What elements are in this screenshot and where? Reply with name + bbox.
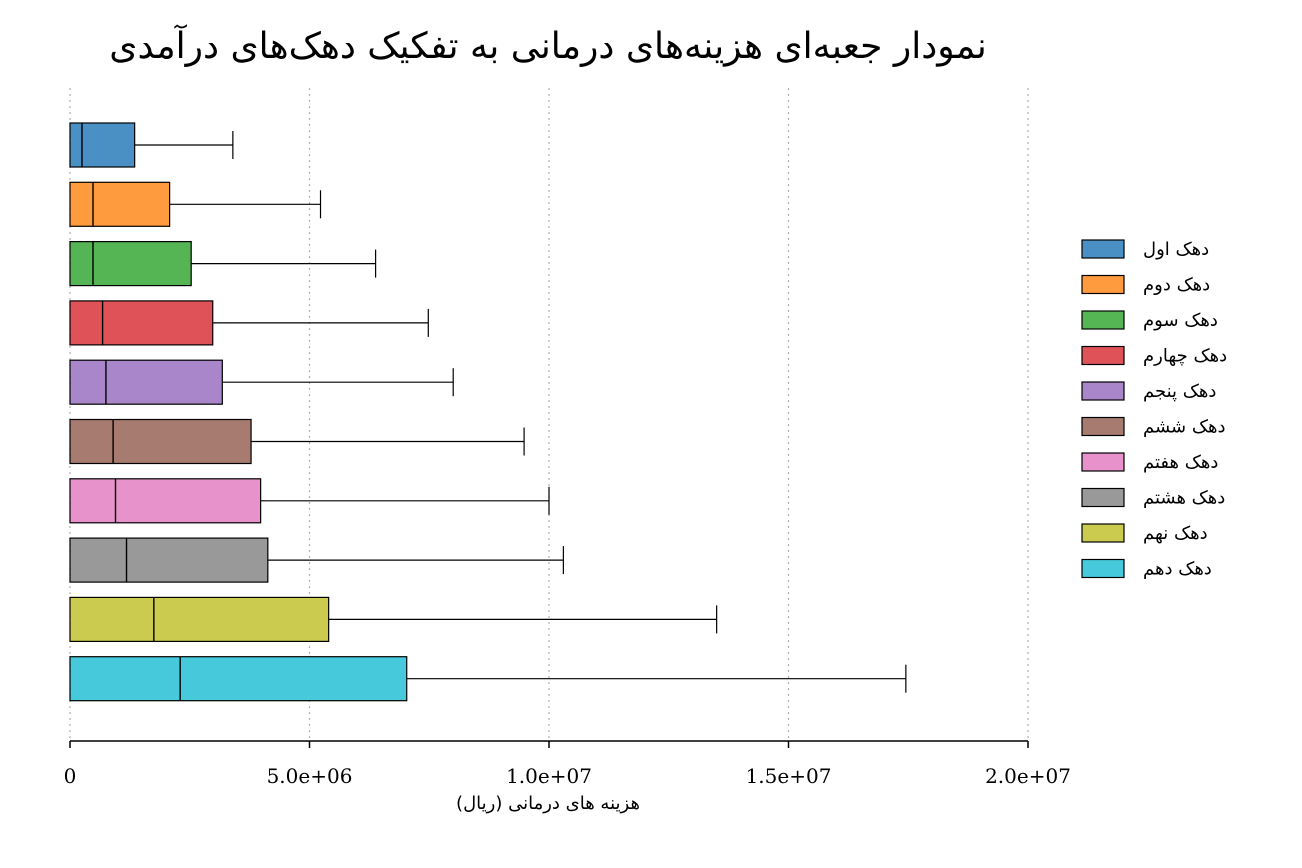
box-iqr (69, 596, 330, 643)
box-iqr (69, 122, 136, 168)
box-7 (69, 478, 550, 524)
legend-label: دهک هشتم (1143, 488, 1225, 509)
box-iqr (69, 241, 192, 287)
legend-item: دهک دهم (1081, 558, 1212, 580)
box-iqr (69, 537, 269, 583)
chart-title: نمودار جعبه‌ای هزینه‌های درمانی به تفکیک… (109, 23, 986, 67)
box-4 (69, 300, 429, 346)
legend-swatch (1081, 416, 1125, 437)
legend-label: دهک نهم (1143, 523, 1208, 544)
legend-swatch (1081, 239, 1125, 259)
legend-swatch (1081, 452, 1125, 472)
legend-label: دهک اول (1143, 239, 1209, 260)
legend-label: دهک دوم (1143, 275, 1210, 296)
x-axis: 0 5.0e+06 1.0e+07 1.5e+07 2.0e+07 (64, 740, 1071, 788)
x-tick-label: 1.0e+07 (506, 764, 592, 788)
x-tick-label: 5.0e+06 (267, 764, 353, 788)
box-iqr (69, 181, 171, 227)
box-2 (69, 181, 322, 227)
box-iqr (69, 418, 252, 465)
legend-label: دهک دهم (1143, 559, 1212, 580)
legend-swatch (1081, 310, 1125, 330)
grid-lines (69, 88, 1029, 741)
legend-item: دهک هشتم (1081, 487, 1225, 509)
box-iqr (69, 300, 214, 346)
box-9 (69, 596, 718, 643)
legend-label: دهک هفتم (1143, 452, 1218, 473)
legend-swatch (1081, 487, 1125, 508)
legend-label: دهک ششم (1143, 417, 1225, 438)
legend: دهک اول دهک دوم دهک سوم دهک چهارم دهک پنجم ده… (1081, 239, 1227, 580)
legend-swatch (1081, 523, 1125, 543)
legend-item: دهک ششم (1081, 416, 1225, 438)
box-plot-series (69, 122, 907, 702)
legend-swatch (1081, 381, 1125, 401)
x-tick-label: 2.0e+07 (985, 764, 1071, 788)
legend-swatch (1081, 274, 1125, 295)
box-iqr (69, 359, 223, 405)
legend-item: دهک سوم (1081, 310, 1218, 331)
legend-item: دهک دوم (1081, 274, 1210, 296)
legend-item: دهک هفتم (1081, 452, 1218, 473)
legend-label: دهک چهارم (1143, 346, 1227, 367)
x-tick-label: 1.5e+07 (746, 764, 832, 788)
box-5 (69, 359, 454, 405)
box-10 (69, 656, 907, 702)
legend-swatch (1081, 345, 1125, 366)
legend-swatch (1081, 558, 1125, 579)
legend-item: دهک پنجم (1081, 381, 1216, 402)
box-iqr (69, 656, 408, 702)
legend-label: دهک سوم (1143, 310, 1218, 331)
box-8 (69, 537, 564, 583)
legend-item: دهک نهم (1081, 523, 1208, 544)
box-iqr (69, 478, 262, 524)
x-axis-label: هزینه های درمانی (ریال) (456, 793, 640, 814)
x-tick-label: 0 (64, 764, 77, 788)
legend-item: دهک اول (1081, 239, 1209, 260)
legend-label: دهک پنجم (1143, 381, 1216, 402)
box-6 (69, 418, 525, 465)
box-1 (69, 122, 234, 168)
box-3 (69, 241, 377, 287)
legend-item: دهک چهارم (1081, 345, 1227, 367)
